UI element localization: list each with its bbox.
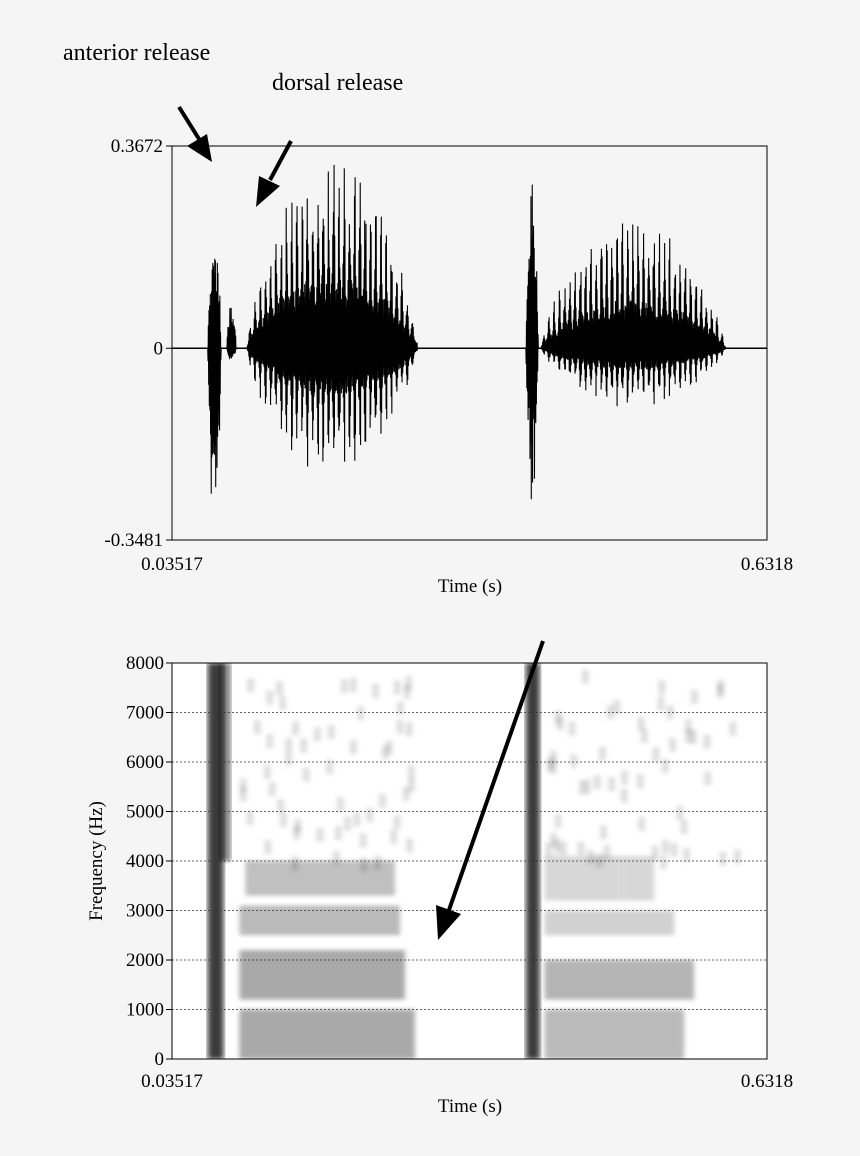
spectrogram-band-8	[545, 1009, 683, 1059]
spectrogram-y-tick-label: 2000	[126, 950, 164, 971]
annotation-dorsal-release: dorsal release	[272, 70, 403, 96]
arrow-dorsal-release	[256, 140, 293, 207]
spectrogram-band-11	[545, 856, 654, 901]
waveform-segment-3	[246, 164, 426, 467]
spectrogram-x-tick-start: 0.03517	[141, 1071, 203, 1092]
spectrogram-band-3	[240, 1009, 414, 1059]
spectrogram-band-6	[246, 861, 394, 896]
spectrogram-band-5	[240, 905, 399, 936]
waveform-y-axis: 0.3672 0 -0.3481	[104, 136, 172, 551]
annotation-anterior-release: anterior release	[63, 40, 210, 66]
spectrogram-band-9	[545, 960, 693, 1000]
spectrogram-x-axis-label: Time (s)	[438, 1096, 502, 1117]
waveform-chart: 0.3672 0 -0.3481 0.03517 0.6318 Time (s)	[104, 136, 793, 597]
waveform-x-axis-label: Time (s)	[438, 576, 502, 597]
spectrogram-y-tick-label: 3000	[126, 901, 164, 922]
waveform-segment-1	[207, 258, 222, 494]
waveform-x-tick-start: 0.03517	[141, 554, 203, 575]
arrow-spectrogram	[436, 640, 545, 940]
waveform-traces	[172, 164, 767, 500]
waveform-frame	[171, 145, 768, 541]
waveform-segment-4	[525, 184, 539, 500]
waveform-segment-5	[540, 223, 736, 407]
spectrogram-y-axis: 0 1000 2000 3000 4000 5000 6000 7000 8000	[126, 653, 172, 1070]
spectrogram-band-10	[545, 910, 673, 936]
spectrogram-y-axis-label: Frequency (Hz)	[86, 801, 107, 921]
arrow-anterior-release	[177, 105, 212, 162]
waveform-y-tick-label: 0.3672	[111, 136, 163, 157]
spectrogram-gridlines	[172, 712, 767, 1010]
spectrogram-noise	[241, 669, 740, 872]
spectrogram-band-4	[240, 950, 404, 1000]
spectrogram-y-tick-label: 4000	[126, 851, 164, 872]
spectrogram-y-tick-label: 7000	[126, 703, 164, 724]
spectrogram-y-tick-label: 1000	[126, 1000, 164, 1021]
spectrogram-y-tick-label: 5000	[126, 802, 164, 823]
waveform-y-tick-label: -0.3481	[104, 530, 163, 551]
waveform-x-tick-end: 0.6318	[741, 554, 793, 575]
spectrogram-x-tick-end: 0.6318	[741, 1071, 793, 1092]
spectrogram-y-tick-label: 6000	[126, 752, 164, 773]
waveform-segment-2	[226, 307, 237, 360]
spectrogram-y-tick-label: 8000	[126, 653, 164, 674]
waveform-y-tick-label: 0	[154, 338, 164, 359]
spectrogram-y-tick-label: 0	[155, 1049, 165, 1070]
spectrogram-chart: 0 1000 2000 3000 4000 5000 6000 7000 8000 Freque…	[86, 653, 793, 1117]
